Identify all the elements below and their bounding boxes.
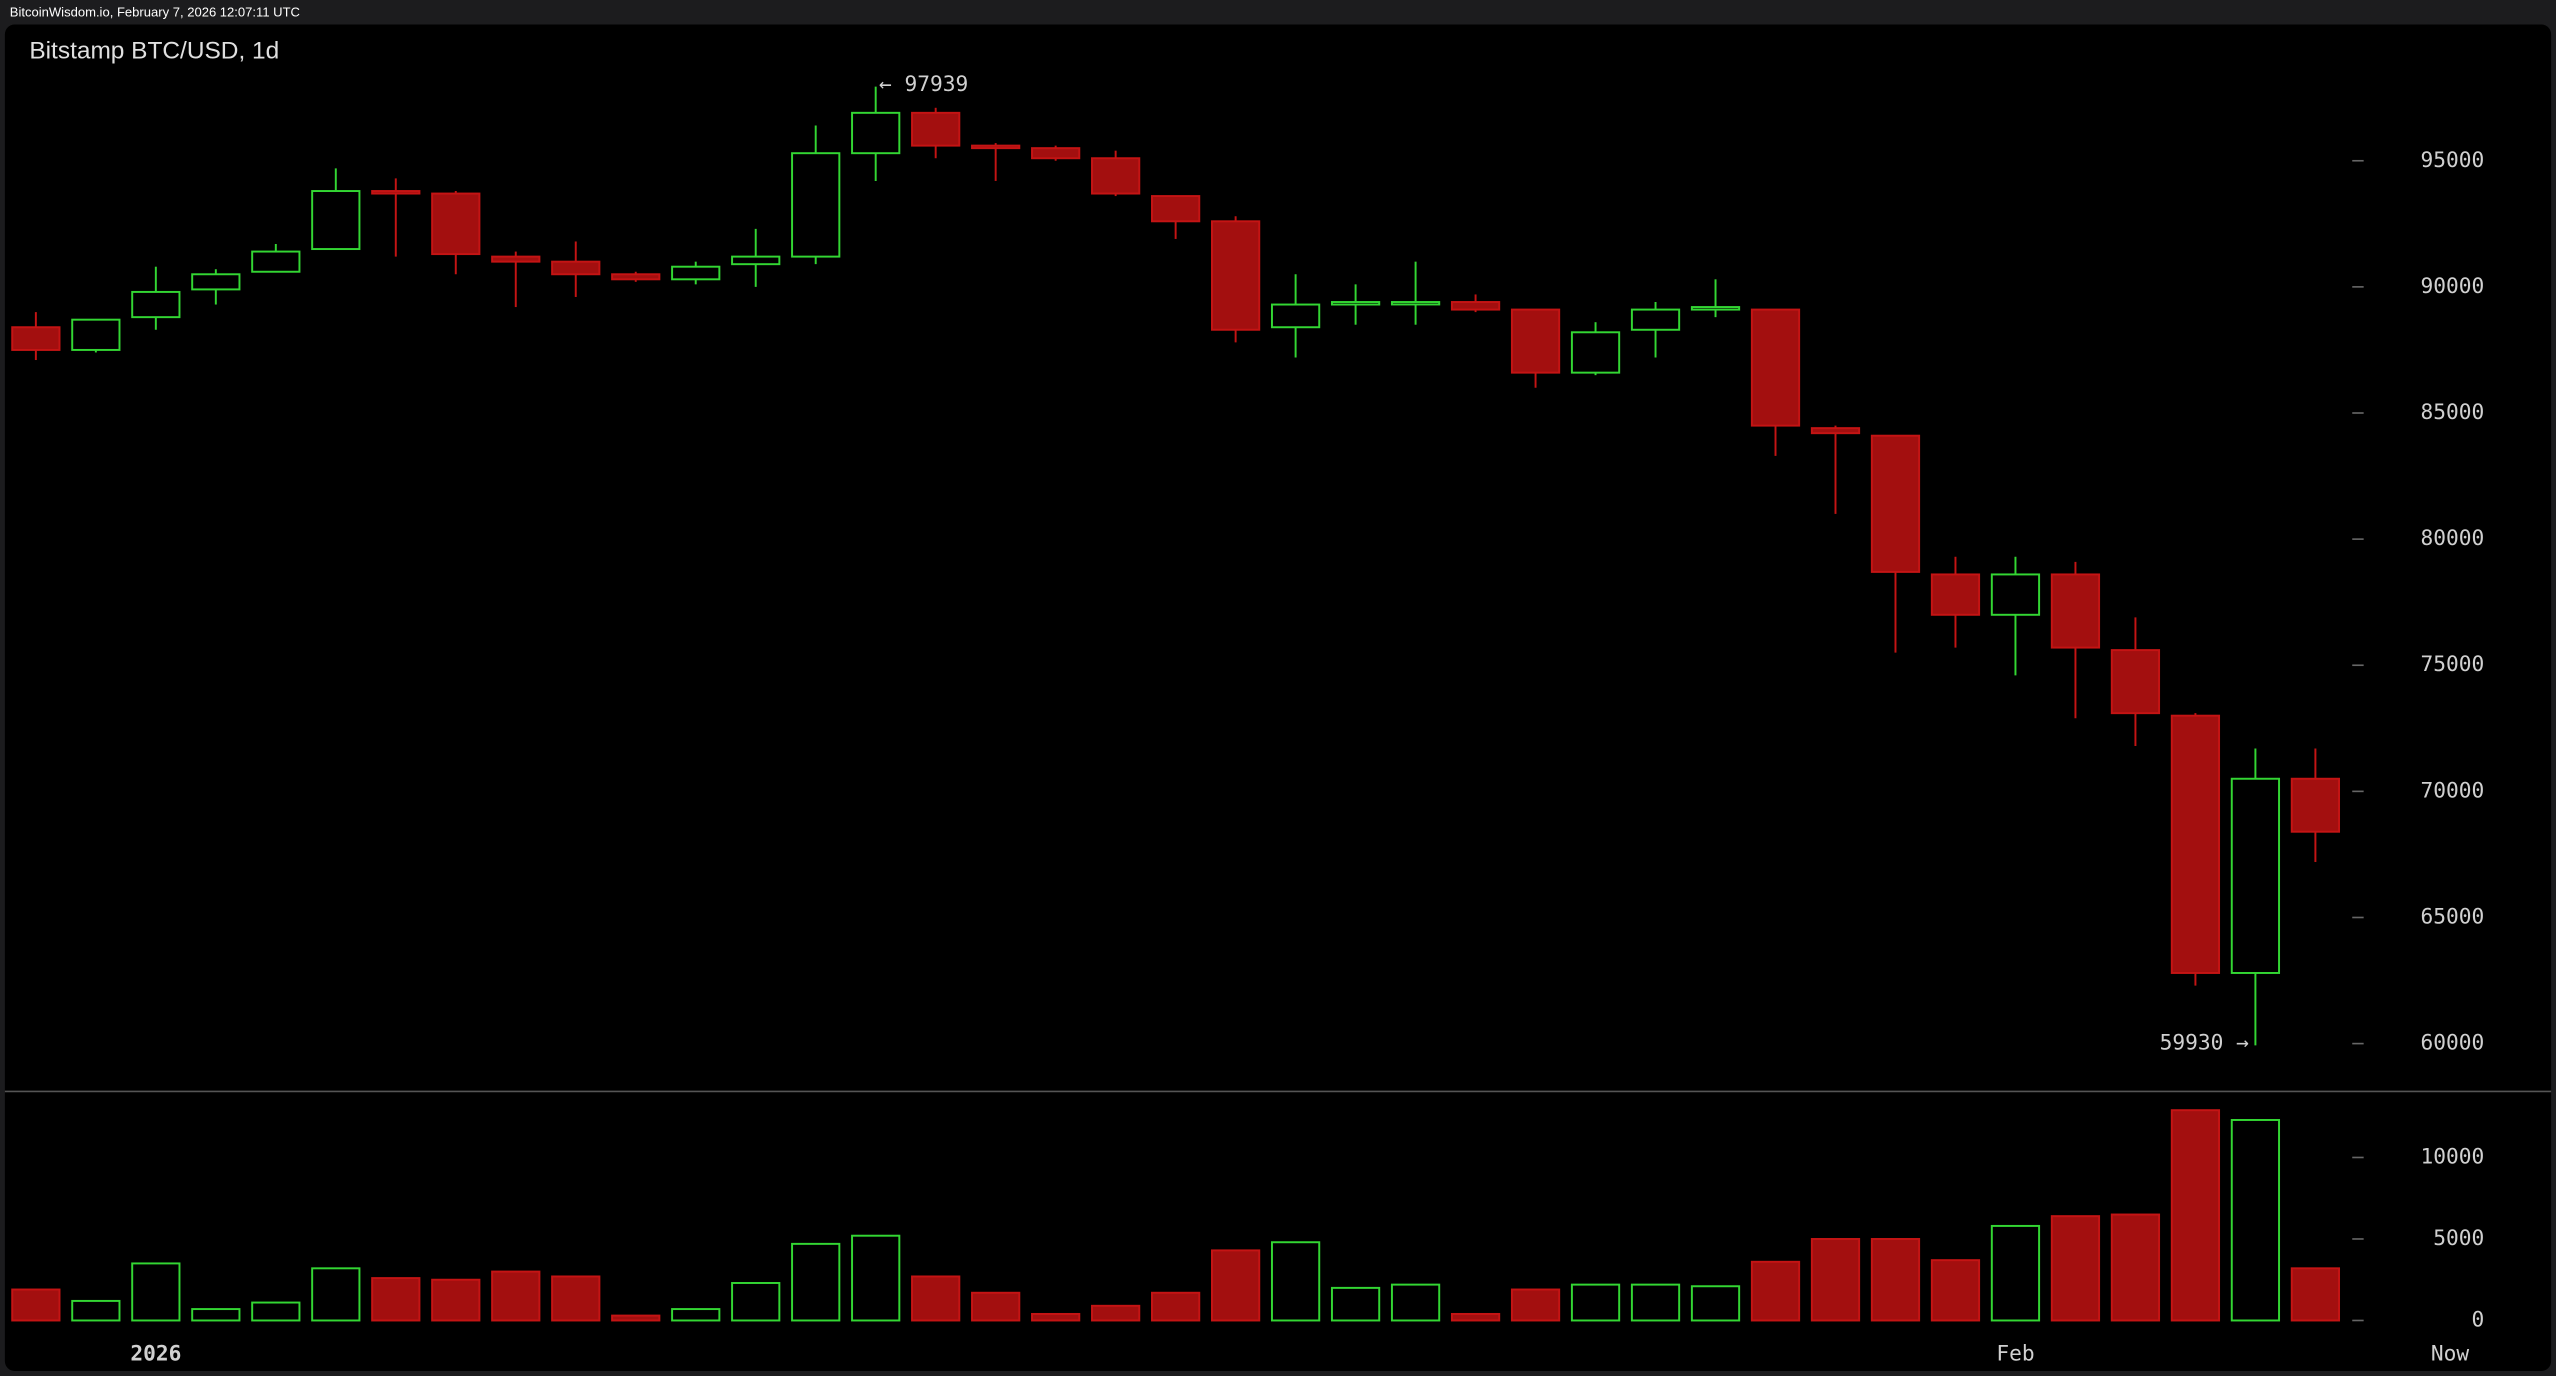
volume-bar: [1031, 1312, 1081, 1322]
candle-body: [371, 190, 421, 195]
volume-tick-label: 10000: [2420, 1143, 2484, 1168]
candle-body: [1091, 157, 1141, 195]
chart-title: Bitstamp BTC/USD, 1d: [29, 38, 279, 65]
candle-body: [2230, 777, 2281, 974]
volume-bar: [2170, 1109, 2221, 1322]
volume-bar: [671, 1308, 721, 1322]
volume-bar: [1810, 1237, 1861, 1322]
volume-bar: [11, 1288, 61, 1322]
candle-body: [131, 290, 181, 319]
candle-body: [1151, 195, 1201, 223]
volume-bar: [131, 1262, 181, 1322]
volume-bar: [2290, 1267, 2341, 1322]
candle-body: [551, 260, 601, 276]
y-tick-label: 80000: [2420, 525, 2484, 550]
volume-bar: [1690, 1285, 1741, 1322]
volume-bar: [1930, 1259, 1981, 1322]
now-label: Now: [2431, 1341, 2470, 1366]
volume-bar: [2050, 1215, 2101, 1322]
volume-bar: [911, 1275, 961, 1322]
volume-bar: [311, 1267, 361, 1322]
candle-body: [1630, 308, 1681, 331]
volume-bar: [1211, 1249, 1261, 1322]
volume-bar: [1570, 1283, 1621, 1322]
candle-body: [611, 273, 661, 281]
candle-body: [2290, 777, 2341, 833]
candle-body: [491, 255, 541, 263]
volume-tick-label: 5000: [2433, 1225, 2484, 1250]
candle-body: [1390, 301, 1441, 306]
candle-body: [2170, 714, 2221, 974]
volume-bar: [1750, 1260, 1801, 1322]
candle-body: [1570, 331, 1621, 374]
volume-bar: [71, 1299, 121, 1322]
volume-bar: [491, 1270, 541, 1322]
volume-bar: [371, 1277, 421, 1322]
candle-body: [1990, 573, 2041, 616]
volume-bar: [791, 1242, 841, 1322]
volume-bar: [1990, 1224, 2041, 1322]
volume-bar: [2110, 1213, 2161, 1322]
chart-panel: [4, 24, 2552, 1372]
candle-body: [2110, 649, 2161, 715]
candle-body: [731, 255, 781, 266]
volume-tick-label: 0: [2472, 1306, 2485, 1331]
volume-bar: [1510, 1288, 1561, 1322]
candle-body: [1930, 573, 1981, 616]
candle-body: [311, 190, 361, 251]
candle-body: [1750, 308, 1801, 427]
volume-bar: [1630, 1283, 1681, 1322]
candle-body: [791, 152, 841, 258]
x-tick-label: Feb: [1996, 1341, 2034, 1366]
header: BitcoinWisdom.io, February 7, 2026 12:07…: [10, 5, 300, 20]
y-tick-label: 90000: [2420, 273, 2484, 298]
candle-body: [2050, 573, 2101, 649]
candle-body: [1450, 301, 1501, 311]
candle-body: [251, 250, 301, 273]
candle-body: [191, 273, 241, 291]
volume-bar: [431, 1278, 481, 1322]
volume-bar: [611, 1314, 661, 1322]
volume-bar: [971, 1291, 1021, 1322]
volume-bar: [1870, 1237, 1921, 1322]
max-label: ← 97939: [879, 71, 968, 96]
candle-body: [671, 265, 721, 281]
candle-body: [911, 111, 961, 147]
volume-bar: [251, 1301, 301, 1322]
volume-bar: [1330, 1286, 1381, 1322]
volume-bar: [1450, 1312, 1501, 1322]
y-tick-label: 95000: [2420, 147, 2484, 172]
y-tick-label: 85000: [2420, 399, 2484, 424]
candle-body: [851, 111, 901, 155]
volume-bar: [731, 1282, 781, 1322]
volume-bar: [1270, 1241, 1321, 1322]
candle-body: [11, 326, 61, 351]
volume-bar: [1091, 1304, 1141, 1322]
volume-bar: [551, 1275, 601, 1322]
volume-bar: [191, 1308, 241, 1322]
volume-bar: [1151, 1291, 1201, 1322]
min-label: 59930 →: [2160, 1030, 2250, 1055]
candle-body: [1810, 427, 1861, 435]
volume-bar: [2230, 1118, 2281, 1322]
x-tick-label: 2026: [130, 1341, 181, 1366]
volume-bar: [851, 1234, 901, 1322]
y-tick-label: 70000: [2420, 777, 2484, 802]
y-tick-label: 65000: [2420, 903, 2484, 928]
candle-body: [431, 192, 481, 256]
candle-body: [71, 318, 121, 351]
y-tick-label: 75000: [2420, 651, 2484, 676]
candle-body: [1510, 308, 1561, 374]
candle-body: [971, 144, 1021, 150]
candle-body: [1031, 147, 1081, 160]
candle-body: [1870, 434, 1921, 573]
candle-body: [1330, 301, 1381, 306]
y-tick-label: 60000: [2420, 1030, 2484, 1055]
candle-body: [1690, 306, 1741, 311]
candle-body: [1270, 303, 1321, 329]
volume-bar: [1390, 1283, 1441, 1322]
candle-body: [1211, 220, 1261, 331]
